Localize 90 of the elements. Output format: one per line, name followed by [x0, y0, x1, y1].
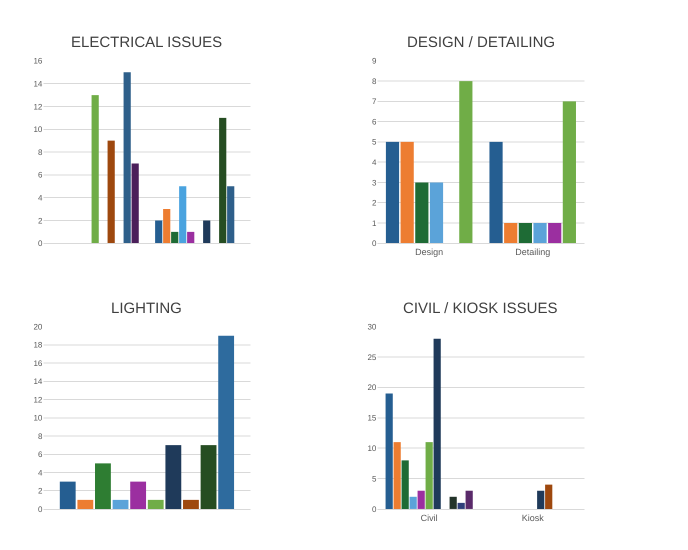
- bar: [132, 163, 139, 244]
- y-tick-label: 4: [38, 468, 43, 478]
- bar: [112, 500, 128, 509]
- y-tick-label: 2: [372, 198, 377, 208]
- y-tick-label: 10: [367, 444, 377, 453]
- x-tick-label: Civil: [420, 512, 438, 523]
- bar: [562, 101, 576, 244]
- x-tick-label: Kiosk: [522, 512, 544, 523]
- bar: [450, 496, 457, 509]
- bar: [171, 232, 178, 244]
- bar: [386, 393, 393, 509]
- y-tick-label: 9: [372, 56, 377, 66]
- bar: [163, 209, 170, 244]
- bar: [400, 142, 414, 244]
- chart-title: CIVIL / KIOSK ISSUES: [403, 300, 558, 317]
- y-tick-label: 14: [33, 79, 43, 88]
- y-tick-label: 15: [367, 414, 377, 423]
- y-tick-label: 5: [372, 138, 377, 147]
- bar: [415, 182, 428, 244]
- chart-title: ELECTRICAL ISSUES: [71, 34, 222, 51]
- y-tick-label: 1: [372, 218, 377, 228]
- bar: [410, 496, 417, 509]
- y-tick-label: 8: [38, 432, 43, 441]
- bar: [155, 220, 162, 244]
- bar: [466, 490, 473, 509]
- y-tick-label: 16: [33, 358, 43, 368]
- y-tick-label: 10: [33, 414, 43, 423]
- y-tick-label: 10: [33, 125, 43, 134]
- bar: [95, 463, 111, 509]
- y-tick-label: 2: [38, 216, 43, 226]
- bar: [218, 336, 234, 509]
- y-tick-label: 14: [33, 377, 43, 386]
- bar: [426, 442, 433, 509]
- y-tick-label: 6: [38, 170, 43, 180]
- bar: [489, 142, 503, 244]
- bar: [227, 186, 234, 244]
- bar: [430, 182, 444, 244]
- bar: [545, 484, 552, 509]
- bar: [200, 445, 216, 509]
- bar: [533, 222, 547, 244]
- chart-title: DESIGN / DETAILING: [407, 34, 556, 51]
- bar: [130, 482, 146, 509]
- bar: [219, 118, 226, 244]
- bar: [92, 95, 99, 244]
- bar: [183, 500, 199, 509]
- bar: [394, 442, 401, 509]
- y-tick-label: 0: [372, 239, 377, 248]
- y-tick-label: 0: [372, 504, 377, 514]
- y-tick-label: 0: [38, 504, 43, 514]
- bar: [386, 142, 400, 244]
- bar: [203, 220, 210, 244]
- bar: [548, 222, 562, 244]
- bar: [108, 140, 115, 244]
- bar: [504, 222, 518, 244]
- y-tick-label: 20: [367, 383, 377, 392]
- x-tick-label: Detailing: [515, 247, 550, 258]
- bar: [165, 445, 182, 509]
- y-tick-label: 7: [372, 97, 377, 106]
- bar: [418, 490, 425, 509]
- y-tick-label: 8: [372, 76, 377, 86]
- y-tick-label: 5: [372, 474, 377, 484]
- x-tick-label: Design: [415, 247, 444, 258]
- y-tick-label: 12: [33, 102, 43, 112]
- y-tick-label: 6: [38, 450, 43, 460]
- bar: [537, 490, 544, 509]
- bar: [458, 502, 465, 509]
- y-tick-label: 8: [38, 148, 43, 157]
- y-tick-label: 4: [38, 193, 43, 202]
- bar: [187, 232, 194, 244]
- y-tick-label: 4: [372, 158, 377, 167]
- chart-title: LIGHTING: [111, 300, 182, 317]
- y-tick-label: 0: [38, 239, 43, 248]
- y-tick-label: 6: [372, 117, 377, 126]
- bar: [459, 81, 472, 244]
- bar: [402, 460, 409, 509]
- y-tick-label: 16: [33, 56, 43, 66]
- bar: [60, 482, 76, 509]
- bar: [124, 72, 131, 244]
- bar: [518, 222, 532, 244]
- bar: [148, 500, 164, 509]
- y-tick-label: 20: [33, 322, 43, 332]
- bar: [179, 186, 186, 244]
- bar: [77, 500, 94, 509]
- bar: [434, 338, 441, 509]
- y-tick-label: 18: [33, 340, 43, 350]
- y-tick-label: 3: [372, 178, 377, 188]
- y-tick-label: 12: [33, 395, 43, 404]
- y-tick-label: 25: [367, 352, 377, 362]
- y-tick-label: 30: [367, 322, 377, 332]
- y-tick-label: 2: [38, 486, 43, 496]
